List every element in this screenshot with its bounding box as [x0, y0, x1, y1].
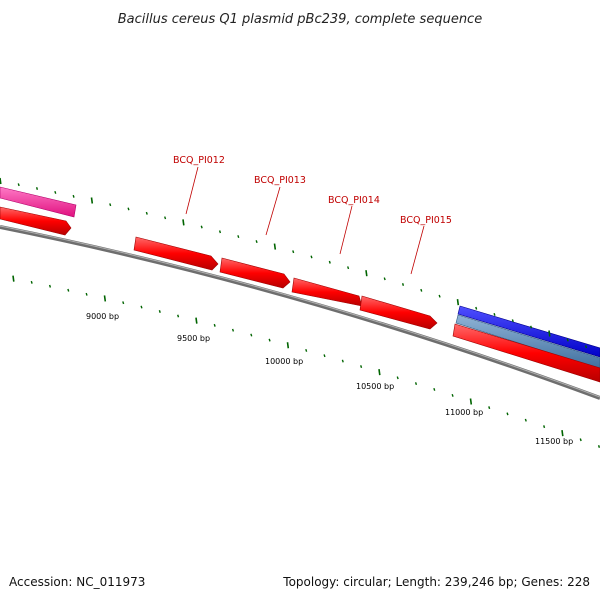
- tick-mark: [35, 187, 39, 190]
- ruler-tick: [360, 365, 363, 369]
- gene-arrow-blue[interactable]: [457, 305, 600, 358]
- ruler-tick: [103, 295, 107, 302]
- ruler-label: 9000 bp: [86, 312, 119, 321]
- tick-mark: [383, 277, 386, 281]
- ruler-label: 9500 bp: [177, 334, 210, 343]
- ruler-tick: [305, 348, 308, 352]
- tick-mark: [456, 299, 460, 306]
- callout-line: [339, 205, 353, 255]
- tick-mark: [109, 203, 112, 207]
- tick-mark: [530, 325, 533, 329]
- ruler-tick: [396, 376, 399, 380]
- ruler-tick: [597, 445, 600, 448]
- tick-mark: [0, 177, 2, 185]
- tick-mark: [493, 312, 496, 316]
- gene-label-bcq-pi013[interactable]: BCQ_PI013: [254, 175, 306, 186]
- ruler-label: 10500 bp: [356, 382, 394, 391]
- sequence-backbone-highlight: [0, 225, 600, 398]
- ruler-tick: [469, 398, 473, 405]
- ruler-tick: [579, 438, 582, 442]
- ruler-tick: [48, 284, 52, 288]
- ruler-tick: [341, 359, 344, 363]
- tick-mark: [17, 183, 20, 187]
- tick-mark: [182, 219, 185, 226]
- ruler-tick: [67, 288, 70, 292]
- ruler-tick: [12, 275, 15, 282]
- ruler-tick: [140, 305, 143, 309]
- gene-arrow-pink[interactable]: [0, 186, 77, 218]
- tick-mark: [292, 250, 295, 254]
- ruler-tick: [268, 338, 271, 342]
- ruler-tick: [213, 323, 216, 327]
- ruler-label: 10000 bp: [265, 357, 303, 366]
- tick-mark: [237, 235, 240, 239]
- callout-line: [185, 166, 199, 215]
- ruler-label: 11500 bp: [535, 437, 573, 446]
- tick-mark: [145, 211, 148, 215]
- ruler-tick: [323, 354, 326, 358]
- ruler-labels: 9000 bp 9500 bp 10000 bp 10500 bp 11000 …: [86, 312, 573, 446]
- ruler-tick: [158, 310, 161, 313]
- ruler-tick: [30, 280, 33, 284]
- tick-mark: [273, 243, 277, 250]
- ruler-tick: [231, 328, 235, 332]
- tick-mark: [548, 330, 551, 337]
- tick-mark: [475, 306, 478, 310]
- tick-mark: [90, 197, 94, 204]
- tick-mark: [72, 194, 75, 198]
- ruler-tick: [524, 418, 527, 422]
- gene-arrow-bcq-pi012[interactable]: [133, 236, 219, 271]
- ruler-tick: [488, 406, 491, 410]
- upper-tick-row: [0, 177, 588, 349]
- callout-line: [265, 186, 281, 236]
- accession-text: Accession: NC_011973: [9, 575, 145, 589]
- gene-arrow[interactable]: [452, 323, 600, 383]
- tick-mark: [328, 260, 331, 264]
- ruler-tick: [414, 382, 418, 386]
- ruler-tick: [85, 292, 88, 296]
- tick-mark: [54, 190, 57, 194]
- ruler-tick-row: [12, 275, 600, 448]
- ruler-tick: [250, 333, 253, 337]
- callout-line: [410, 225, 425, 275]
- gene-arrow-bcq-pi015[interactable]: [359, 295, 438, 330]
- tick-mark: [347, 266, 350, 270]
- ruler-tick: [506, 412, 509, 416]
- tick-mark: [365, 270, 368, 277]
- ruler-label: 11000 bp: [445, 408, 483, 417]
- ruler-tick: [286, 342, 290, 349]
- tick-mark: [164, 216, 167, 220]
- gene-label-bcq-pi014[interactable]: BCQ_PI014: [328, 195, 380, 206]
- feature-track: [0, 186, 600, 383]
- tick-mark: [218, 230, 222, 234]
- ruler-tick: [195, 317, 198, 324]
- tick-mark: [310, 255, 313, 259]
- gene-arrow-steelblue[interactable]: [455, 314, 600, 370]
- tick-mark: [511, 319, 514, 323]
- tick-mark: [401, 283, 405, 286]
- tick-mark: [200, 225, 203, 229]
- gene-label-bcq-pi012[interactable]: BCQ_PI012: [173, 155, 225, 166]
- gene-arrow[interactable]: [0, 206, 72, 236]
- tick-mark: [420, 288, 423, 292]
- ruler-tick: [378, 369, 381, 376]
- ruler-tick: [433, 387, 436, 391]
- ruler-tick: [177, 314, 180, 318]
- tick-mark: [255, 240, 258, 244]
- ruler-tick: [122, 301, 125, 305]
- ruler-tick: [561, 430, 564, 437]
- gene-labels: BCQ_PI012 BCQ_PI013 BCQ_PI014 BCQ_PI015: [173, 155, 452, 275]
- gene-label-bcq-pi015[interactable]: BCQ_PI015: [400, 215, 452, 226]
- gene-arrow-bcq-pi013[interactable]: [219, 257, 291, 289]
- tick-mark: [566, 338, 569, 342]
- sequence-backbone: [0, 225, 600, 400]
- tick-mark: [127, 207, 130, 211]
- sequence-summary-text: Topology: circular; Length: 239,246 bp; …: [282, 575, 590, 589]
- tick-mark: [584, 345, 588, 349]
- ruler-tick: [543, 425, 546, 429]
- ruler-tick: [451, 393, 454, 397]
- tick-mark: [438, 294, 441, 298]
- map-title: Bacillus cereus Q1 plasmid pBc239, compl…: [118, 12, 482, 27]
